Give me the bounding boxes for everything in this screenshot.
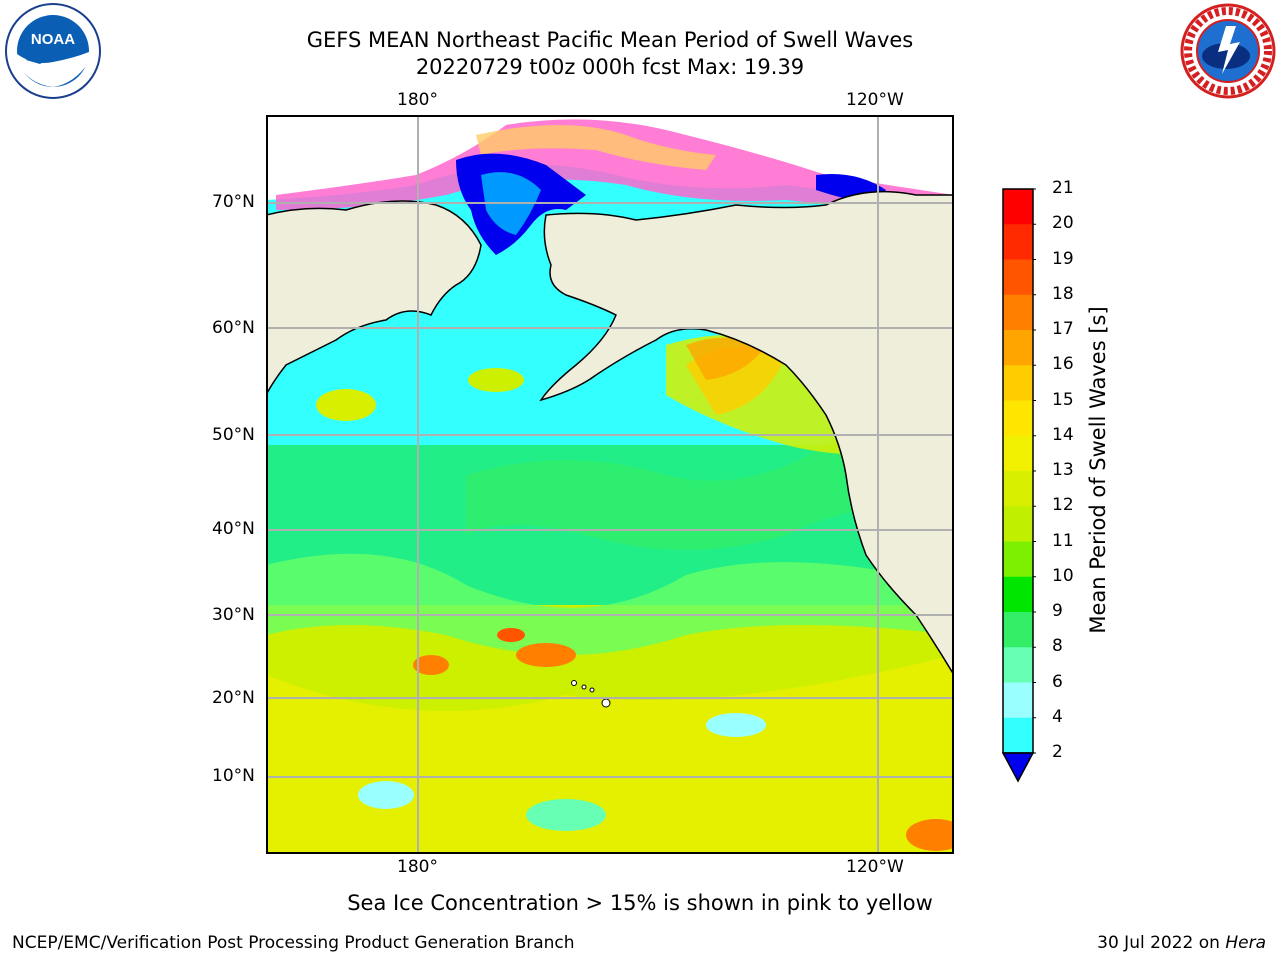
colorbar-extend-arrow	[1002, 752, 1035, 783]
lat-label-30n: 30°N	[212, 605, 255, 625]
colorbar-tick-label: 9	[1052, 601, 1063, 621]
colorbar-tick-label: 19	[1052, 248, 1074, 269]
colorbar-tick-label: 21	[1052, 178, 1074, 198]
nws-logo-icon	[1180, 2, 1276, 100]
plot-title: GEFS MEAN Northeast Pacific Mean Period …	[306, 28, 914, 52]
colorbar-segment	[1003, 682, 1033, 719]
colorbar-title: Mean Period of Swell Waves [s]	[1086, 306, 1110, 634]
lat-label-60n: 60°N	[212, 318, 255, 338]
colorbar-segment	[1003, 506, 1033, 542]
colorbar-tick-label: 13	[1052, 460, 1074, 480]
colorbar-segment	[1003, 647, 1033, 683]
colorbar	[1002, 188, 1036, 783]
colorbar-tick-label: 14	[1052, 424, 1074, 445]
colorbar-tick-label: 18	[1052, 283, 1074, 304]
lat-label-40n: 40°N	[212, 519, 255, 539]
colorbar-tick-label: 8	[1052, 636, 1063, 657]
svg-text:NOAA: NOAA	[31, 31, 75, 48]
lon-label-180-bottom: 180°	[397, 857, 438, 877]
colorbar-segment	[1003, 717, 1033, 754]
colorbar-segment	[1003, 330, 1033, 366]
colorbar-tick-label: 4	[1052, 706, 1063, 727]
noaa-logo-icon: NOAA	[4, 2, 102, 100]
colorbar-tick-label: 16	[1052, 354, 1074, 375]
colorbar-tick-label: 11	[1052, 530, 1074, 551]
lat-label-10n: 10°N	[212, 766, 255, 786]
colorbar-segment	[1003, 294, 1033, 331]
footer-date: 30 Jul 2022 on Hera	[1097, 933, 1266, 953]
colorbar-tick-label: 6	[1052, 671, 1063, 692]
colorbar-segment	[1003, 576, 1033, 613]
colorbar-segment	[1003, 189, 1033, 225]
colorbar-tick-label: 10	[1052, 565, 1074, 586]
colorbar-tick-label: 2	[1052, 742, 1063, 762]
lat-label-70n: 70°N	[212, 192, 255, 212]
footer-branch: NCEP/EMC/Verification Post Processing Pr…	[12, 933, 575, 953]
colorbar-segment	[1003, 541, 1033, 578]
colorbar-tick-label: 17	[1052, 319, 1074, 339]
lon-label-180-top: 180°	[397, 90, 438, 110]
colorbar-tick-label: 20	[1052, 213, 1074, 234]
lon-label-120w-bottom: 120°W	[846, 857, 904, 877]
footer-machine: Hera	[1225, 933, 1266, 953]
sea-ice-caption: Sea Ice Concentration > 15% is shown in …	[347, 891, 933, 915]
lon-label-120w-top: 120°W	[846, 90, 904, 110]
colorbar-segment	[1003, 471, 1033, 507]
lat-label-20n: 20°N	[212, 688, 255, 708]
colorbar-tick-label: 15	[1052, 389, 1074, 410]
plot-subtitle: 20220729 t00z 000h fcst Max: 19.39	[415, 55, 805, 79]
lat-label-50n: 50°N	[212, 425, 255, 445]
colorbar-segment	[1003, 435, 1033, 472]
colorbar-segment	[1003, 400, 1033, 437]
colorbar-segment	[1003, 259, 1033, 296]
footer-date-text: 30 Jul 2022 on	[1097, 933, 1226, 953]
colorbar-tick-label: 12	[1052, 495, 1074, 516]
colorbar-segment	[1003, 365, 1033, 401]
swell-period-map	[266, 115, 954, 854]
colorbar-segment	[1003, 224, 1033, 260]
colorbar-segment	[1003, 612, 1033, 648]
